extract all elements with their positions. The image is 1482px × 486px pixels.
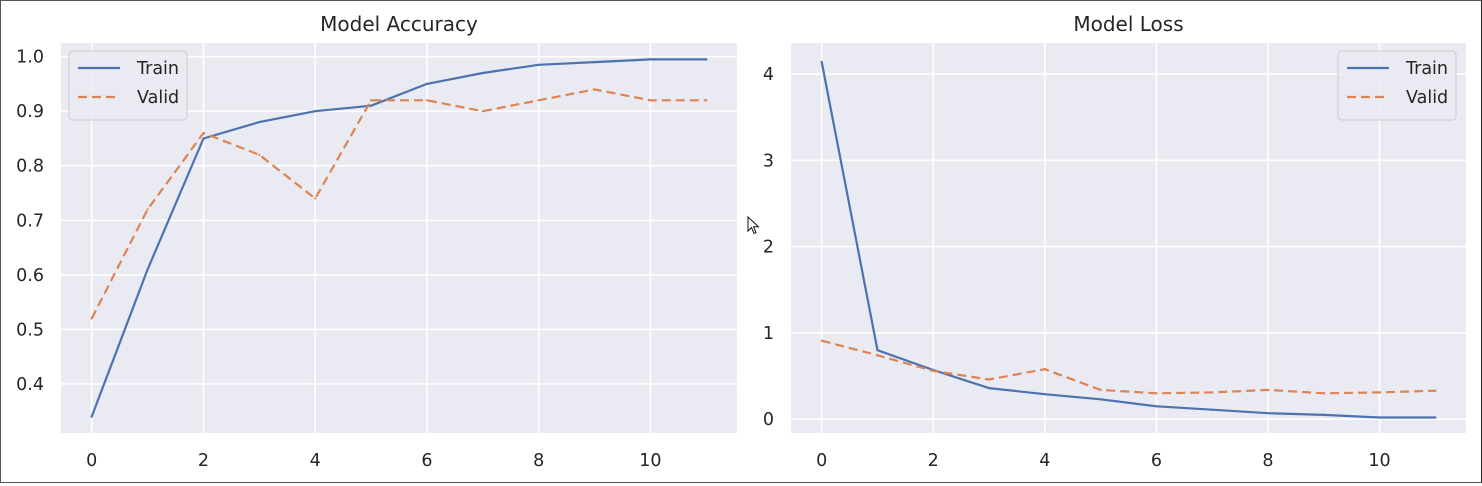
- data-point-valid: [258, 153, 261, 156]
- x-tick-label: 0: [86, 451, 97, 471]
- x-tick-label: 6: [421, 451, 432, 471]
- chart-title: Model Loss: [1073, 12, 1183, 36]
- legend: Train Valid: [1337, 50, 1457, 121]
- y-tick-label: 0.5: [16, 320, 44, 340]
- data-point-train: [1322, 413, 1325, 416]
- chart-title: Model Accuracy: [320, 12, 478, 36]
- data-point-valid: [649, 99, 652, 102]
- legend: Train Valid: [68, 50, 188, 121]
- loss-chart: 0 1 2 3 4 0 2 4 6 8 10 Model Loss Train Valid: [763, 12, 1466, 471]
- data-point-valid: [1099, 388, 1102, 391]
- x-tick-label: 10: [639, 451, 661, 471]
- data-point-valid: [932, 369, 935, 372]
- series-line-valid: [90, 88, 707, 320]
- series-line-train: [820, 60, 1437, 419]
- legend-label-valid: Valid: [1406, 88, 1448, 108]
- legend-label-train: Train: [136, 59, 179, 79]
- y-tick-label: 0.8: [16, 157, 44, 177]
- data-point-train: [258, 120, 261, 124]
- x-tick-label: 4: [1039, 451, 1050, 471]
- y-tick-label: 0: [763, 410, 774, 430]
- data-point-train: [987, 387, 991, 390]
- y-tick-label: 2: [763, 238, 774, 258]
- x-tick-label: 10: [1368, 451, 1390, 471]
- data-point-valid: [987, 378, 991, 381]
- data-point-train: [1099, 398, 1102, 401]
- data-point-valid: [481, 110, 484, 113]
- data-point-valid: [1043, 368, 1046, 371]
- legend-label-valid: Valid: [137, 88, 179, 108]
- data-point-train: [1155, 405, 1158, 408]
- data-point-train: [1266, 412, 1270, 415]
- x-tick-label: 4: [310, 451, 321, 471]
- x-tick-label: 6: [1151, 451, 1162, 471]
- data-point-train: [876, 349, 879, 352]
- data-point-train: [425, 82, 429, 86]
- x-tick-label: 8: [533, 451, 544, 471]
- data-point-valid: [1211, 391, 1214, 394]
- data-point-train: [1434, 416, 1437, 419]
- series-line-train: [90, 58, 708, 418]
- data-point-valid: [820, 339, 823, 342]
- legend-label-train: Train: [1405, 59, 1448, 79]
- x-tick-label: 2: [198, 451, 209, 471]
- data-point-valid: [146, 208, 149, 211]
- y-tick-label: 0.9: [16, 102, 44, 122]
- data-point-train: [1043, 393, 1046, 396]
- data-point-train: [481, 71, 484, 75]
- x-tick-label: 0: [816, 451, 827, 471]
- data-point-valid: [425, 99, 429, 102]
- data-point-valid: [1155, 392, 1158, 395]
- y-tick-label: 0.7: [16, 211, 44, 231]
- data-point-valid: [1322, 392, 1325, 395]
- data-point-train: [593, 60, 596, 64]
- data-point-valid: [1266, 388, 1270, 391]
- y-tick-label: 1: [763, 324, 774, 344]
- data-point-valid: [593, 88, 596, 91]
- data-point-valid: [1434, 389, 1437, 392]
- data-point-train: [202, 137, 205, 140]
- mouse-pointer-icon: [747, 216, 760, 235]
- data-point-train: [1378, 416, 1381, 419]
- data-point-valid: [90, 317, 93, 320]
- data-point-train: [314, 110, 317, 113]
- data-point-valid: [876, 354, 879, 357]
- data-point-train: [705, 58, 708, 61]
- accuracy-chart: 0.4 0.5 0.6 0.7 0.8 0.9 1.0 0 2 4 6 8 10 Model Accura…: [16, 12, 737, 471]
- data-point-train: [146, 268, 149, 271]
- y-tick-label: 4: [763, 65, 774, 85]
- y-tick-label: 1.0: [16, 48, 44, 68]
- data-point-valid: [537, 99, 540, 102]
- data-point-train: [369, 104, 373, 107]
- data-point-valid: [1378, 391, 1381, 394]
- data-point-train: [1211, 408, 1214, 411]
- data-point-valid: [314, 197, 317, 200]
- data-point-valid: [705, 99, 708, 102]
- data-point-valid: [202, 131, 205, 135]
- data-point-valid: [369, 99, 373, 102]
- data-point-train: [820, 60, 823, 64]
- series-line-valid: [821, 339, 1436, 395]
- data-point-train: [90, 415, 93, 418]
- data-point-train: [649, 58, 652, 61]
- x-tick-label: 2: [928, 451, 939, 471]
- y-tick-label: 0.4: [16, 375, 44, 395]
- x-tick-label: 8: [1262, 451, 1273, 471]
- data-point-train: [537, 63, 540, 66]
- y-tick-label: 0.6: [16, 266, 44, 286]
- y-tick-label: 3: [763, 151, 774, 171]
